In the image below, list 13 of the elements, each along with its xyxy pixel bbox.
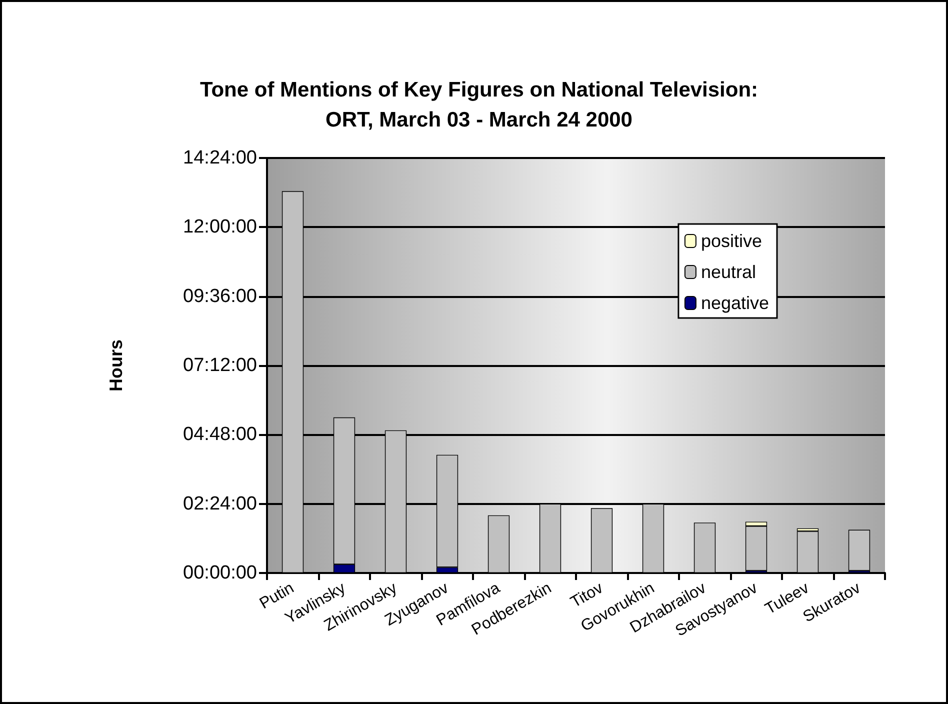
y-tick-label: 02:24:00 [183, 493, 257, 514]
legend-label: neutral [700, 262, 756, 282]
y-tick-label: 07:12:00 [183, 355, 257, 376]
y-tick-label: 14:24:00 [183, 148, 257, 168]
y-tick-label: 09:36:00 [183, 286, 257, 307]
y-tick-label: 12:00:00 [183, 216, 257, 238]
bar [848, 530, 870, 571]
y-tick-label: 00:00:00 [183, 562, 257, 584]
chart-title: Tone of Mentions of Key Figures on National Television: ORT, March 03 - March 24 2000 [200, 78, 758, 132]
y-axis-title: Hours [106, 339, 126, 392]
legend-label: positive [700, 231, 762, 251]
y-tick-label: 04:48:00 [183, 424, 257, 446]
legend-label: negative [700, 293, 770, 313]
